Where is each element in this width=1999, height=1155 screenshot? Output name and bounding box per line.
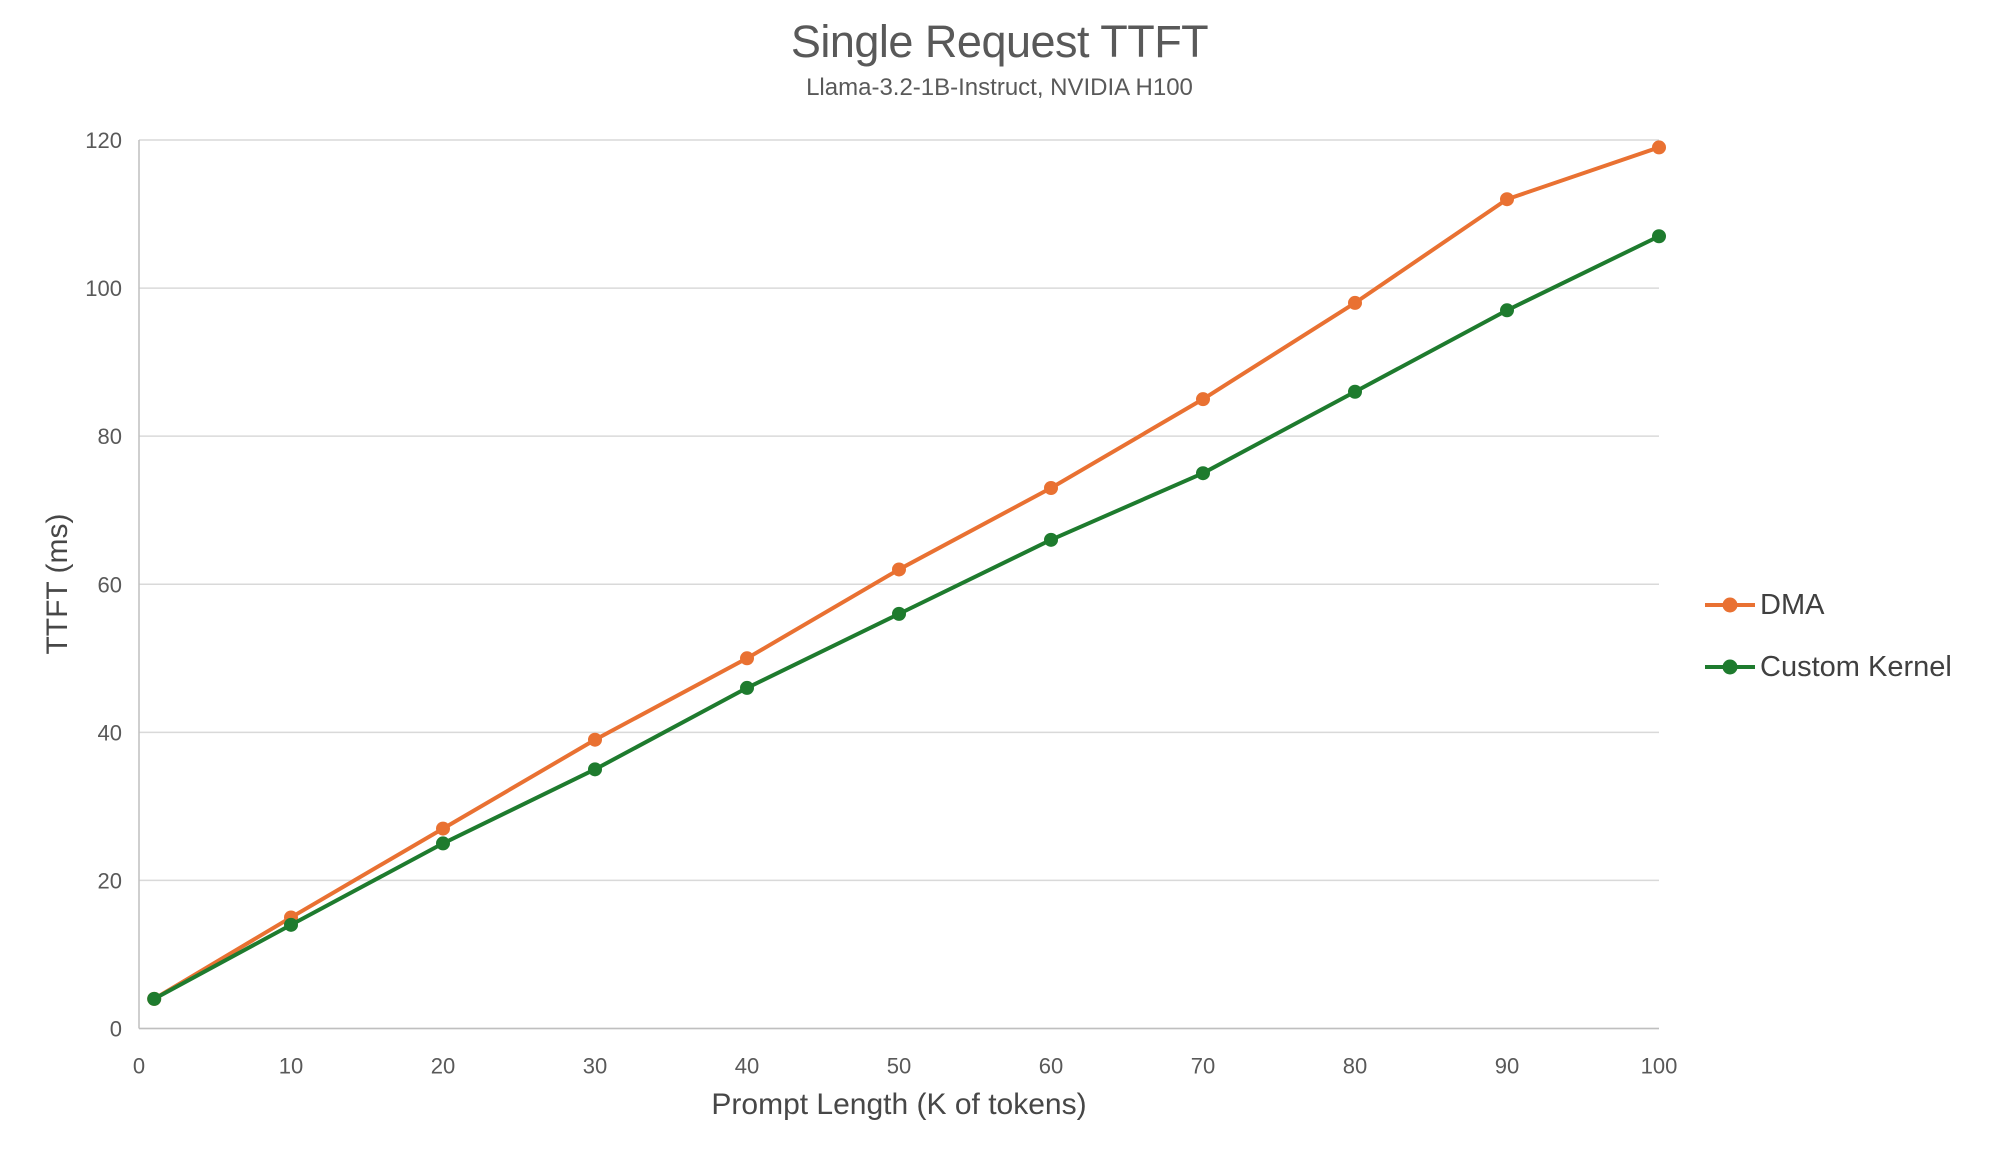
y-tick-label: 0	[110, 1017, 122, 1042]
y-tick-label: 80	[98, 424, 122, 449]
y-tick-label: 100	[85, 276, 122, 301]
data-point-custom-kernel	[1348, 384, 1362, 399]
legend: DMA Custom Kernel	[1705, 586, 1952, 686]
data-point-custom-kernel	[588, 762, 602, 777]
data-point-custom-kernel	[147, 991, 162, 1006]
data-point-dma	[1196, 392, 1210, 407]
y-axis-title: TTFT (ms)	[41, 513, 74, 655]
custom-kernel-legend-marker-icon	[1705, 659, 1755, 675]
data-point-dma	[1500, 192, 1514, 207]
data-point-custom-kernel	[740, 680, 754, 695]
x-tick-label: 20	[431, 1054, 455, 1079]
data-point-custom-kernel	[1652, 229, 1666, 244]
data-point-custom-kernel	[436, 836, 450, 851]
x-tick-label: 30	[583, 1054, 607, 1079]
x-tick-label: 0	[133, 1054, 145, 1079]
legend-item-dma: DMA	[1705, 586, 1952, 624]
data-point-custom-kernel	[892, 606, 906, 621]
data-point-dma	[436, 821, 450, 836]
chart-subtitle: Llama-3.2-1B-Instruct, NVIDIA H100	[806, 74, 1193, 101]
legend-label-custom-kernel: Custom Kernel	[1760, 650, 1952, 683]
data-point-custom-kernel	[284, 917, 298, 932]
x-axis-title: Prompt Length (K of tokens)	[711, 1088, 1087, 1121]
series-line-custom-kernel	[153, 234, 1660, 1001]
x-tick-label: 10	[279, 1054, 303, 1079]
dma-legend-marker-icon	[1705, 597, 1755, 613]
y-tick-label: 40	[98, 720, 122, 745]
data-point-custom-kernel	[1044, 532, 1058, 547]
data-point-dma	[740, 651, 754, 666]
data-point-dma	[1652, 140, 1666, 155]
data-point-dma	[1348, 295, 1362, 310]
series-line-dma	[153, 145, 1660, 1001]
x-tick-label: 100	[1641, 1054, 1678, 1079]
data-point-custom-kernel	[1500, 303, 1514, 318]
x-tick-label: 50	[887, 1054, 911, 1079]
legend-item-custom-kernel: Custom Kernel	[1705, 648, 1952, 686]
legend-label-dma: DMA	[1760, 588, 1825, 621]
x-tick-label: 90	[1495, 1054, 1519, 1079]
data-point-custom-kernel	[1196, 466, 1210, 481]
x-tick-label: 80	[1343, 1054, 1367, 1079]
x-tick-label: 40	[735, 1054, 759, 1079]
y-tick-label: 120	[85, 128, 122, 153]
data-point-dma	[1044, 480, 1058, 495]
data-point-dma	[892, 562, 906, 577]
y-tick-label: 20	[98, 868, 122, 893]
chart-title: Single Request TTFT	[790, 16, 1209, 67]
x-tick-label: 60	[1039, 1054, 1063, 1079]
x-tick-label: 70	[1191, 1054, 1215, 1079]
y-tick-label: 60	[98, 572, 122, 597]
data-point-dma	[588, 732, 602, 747]
